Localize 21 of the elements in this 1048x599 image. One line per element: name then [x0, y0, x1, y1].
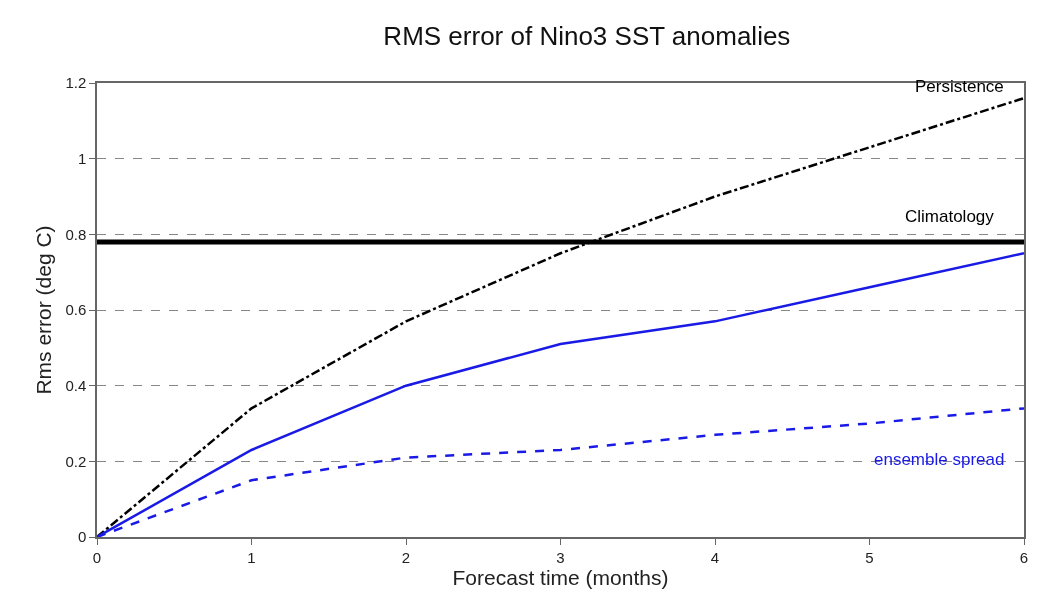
y-tick-label: 1 [77, 149, 87, 167]
chart-title: RMS error of Nino3 SST anomalies [383, 21, 791, 52]
y-axis-title: Rms error (deg C) [32, 225, 56, 395]
series-label: Persistence [915, 77, 1004, 96]
x-tick-label: 0 [92, 548, 102, 566]
y-tick-label: 0.4 [65, 376, 87, 394]
x-tick-label: 4 [710, 548, 720, 566]
y-tick-label: 0 [77, 528, 87, 546]
y-tick-label: 0.2 [65, 452, 87, 470]
x-tick-label: 5 [865, 548, 874, 566]
series-label: ensemble spread [874, 450, 1005, 469]
y-tick-label: 1.2 [65, 74, 87, 92]
x-tick-label: 1 [247, 548, 256, 566]
x-tick-label: 2 [401, 548, 411, 566]
x-axis-title: Forecast time (months) [452, 565, 669, 589]
y-tick-label: 0.8 [65, 225, 87, 243]
y-tick-label: 0.6 [65, 301, 87, 319]
x-tick-label: 6 [1019, 548, 1029, 566]
ref-line-label: Climatology [905, 207, 995, 226]
line-series [97, 96, 1024, 537]
x-tick-label: 3 [556, 548, 565, 566]
